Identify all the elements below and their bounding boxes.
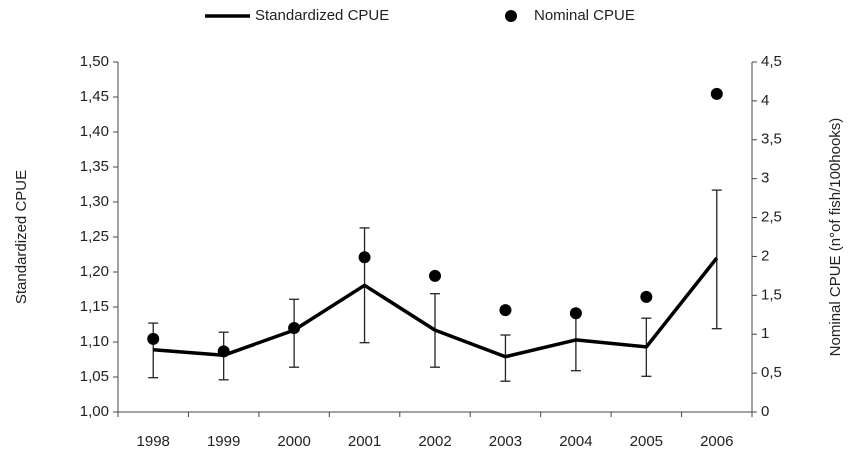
nominal-point <box>217 345 230 358</box>
y-tick-label: 1,30 <box>80 193 109 210</box>
y2-tick-label: 0 <box>761 403 769 420</box>
y2-tick-label: 0,5 <box>761 364 782 381</box>
y2-axis-label: Nominal CPUE (n°of fish/100hooks) <box>827 118 844 357</box>
x-tick-label: 2002 <box>418 433 451 450</box>
y2-tick-label: 4 <box>761 92 769 109</box>
y2-tick-label: 2 <box>761 247 769 264</box>
y2-tick-label: 1 <box>761 325 769 342</box>
y-tick-label: 1,15 <box>80 298 109 315</box>
nominal-point <box>710 87 723 100</box>
y-tick-label: 1,25 <box>80 228 109 245</box>
y-tick-label: 1,45 <box>80 88 109 105</box>
legend-label: Nominal CPUE <box>534 7 635 24</box>
y-tick-label: 1,20 <box>80 263 109 280</box>
y-tick-label: 1,00 <box>80 403 109 420</box>
nominal-point <box>288 322 301 334</box>
y-tick-label: 1,05 <box>80 368 109 385</box>
x-tick-label: 1999 <box>207 433 240 450</box>
legend-label: Standardized CPUE <box>255 7 389 24</box>
y-axis-label: Standardized CPUE <box>13 170 30 304</box>
x-tick-label: 2000 <box>277 433 310 450</box>
y2-tick-label: 3 <box>761 170 769 187</box>
x-tick-label: 1998 <box>137 433 170 450</box>
legend-marker <box>505 10 517 22</box>
nominal-point <box>569 307 582 320</box>
standardized-line <box>153 256 719 359</box>
y2-tick-label: 4,5 <box>761 53 782 70</box>
y-tick-label: 1,35 <box>80 158 109 175</box>
y-tick-label: 1,50 <box>80 53 109 70</box>
nominal-point <box>499 304 512 317</box>
x-tick-label: 2006 <box>700 433 733 450</box>
y2-tick-label: 2,5 <box>761 209 782 226</box>
nominal-point <box>358 251 371 264</box>
y-tick-label: 1,10 <box>80 333 109 350</box>
nominal-point <box>429 269 441 282</box>
y2-tick-label: 3,5 <box>761 131 782 148</box>
nominal-point <box>640 290 653 303</box>
x-tick-label: 2005 <box>630 433 663 450</box>
x-tick-label: 2001 <box>348 433 381 450</box>
y2-tick-label: 1,5 <box>761 286 782 303</box>
x-tick-label: 2003 <box>489 433 522 450</box>
x-tick-label: 2004 <box>559 433 592 450</box>
nominal-point <box>147 332 160 345</box>
y-tick-label: 1,40 <box>80 123 109 140</box>
